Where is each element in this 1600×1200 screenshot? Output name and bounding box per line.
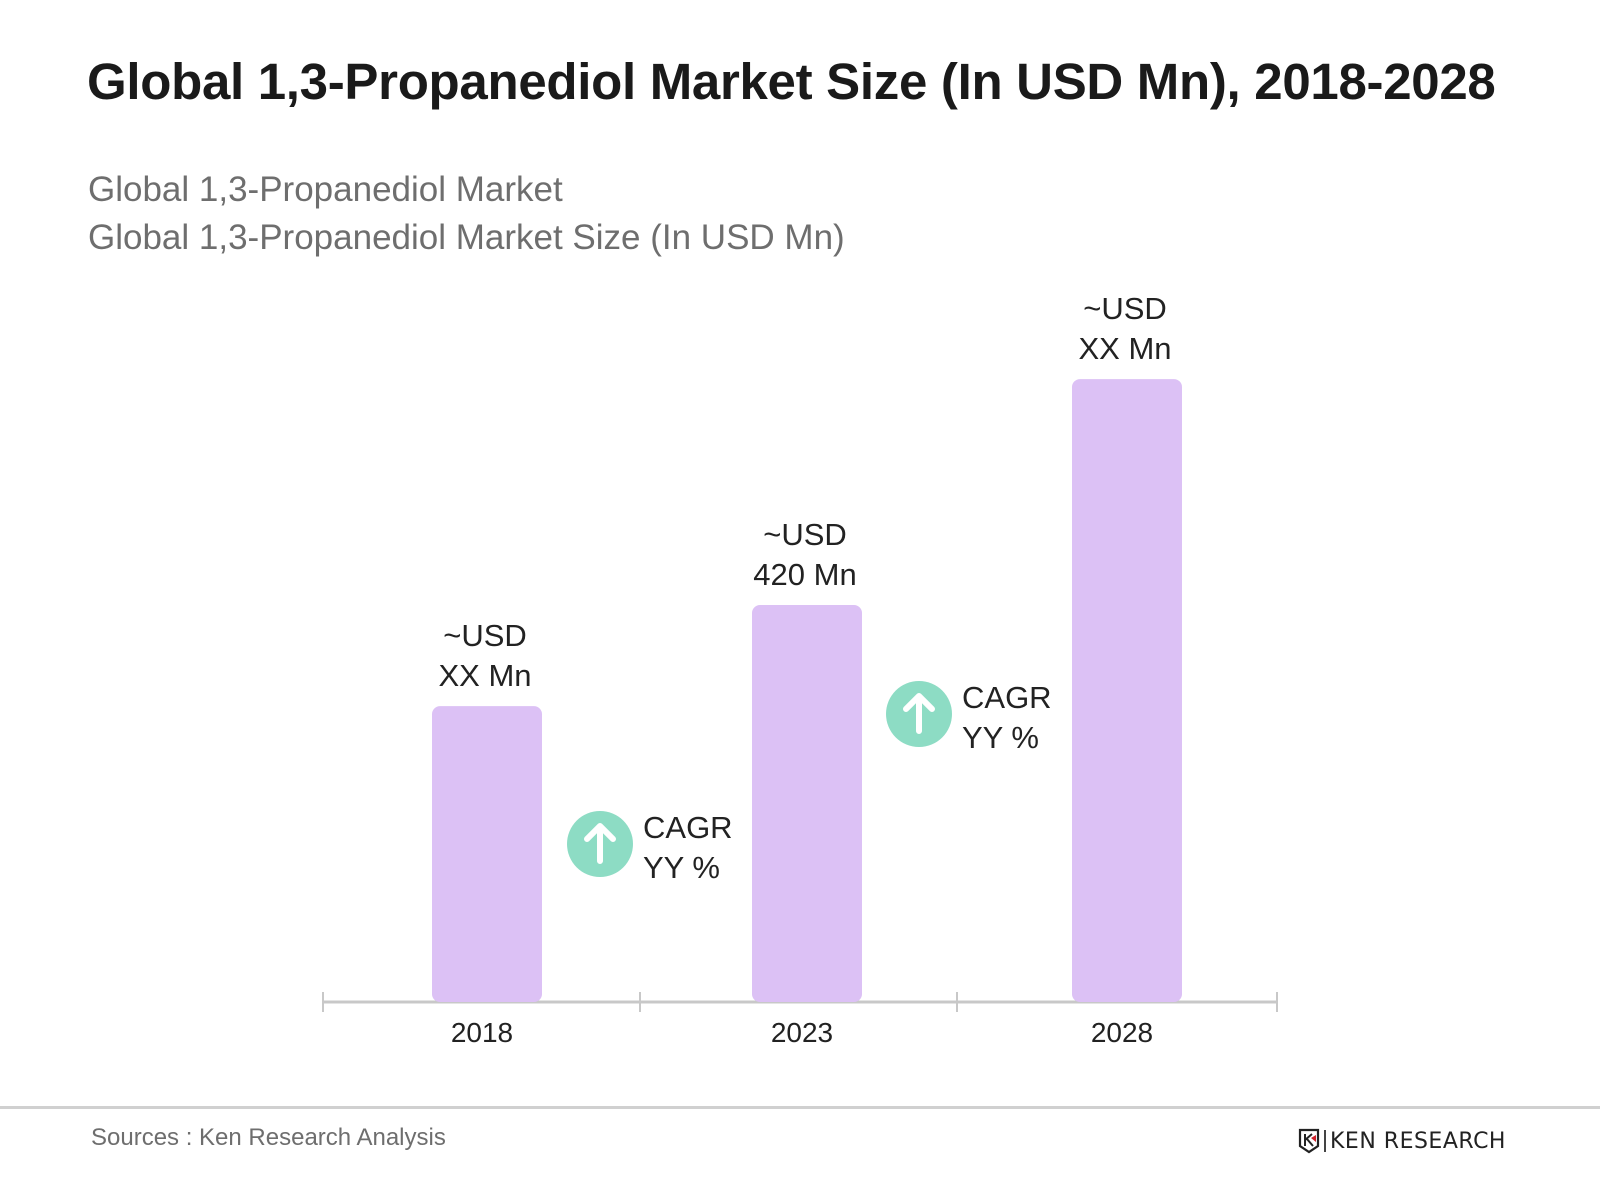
bar-chart: 2018 ~USD XX Mn 2023 ~USD 420 Mn 2028 ~USD XX Mn… bbox=[322, 291, 1278, 1048]
chart-subtitle-1: Global 1,3-Propanediol Market bbox=[88, 170, 563, 209]
arrow-up-icon bbox=[903, 693, 935, 734]
logo-text: KEN RESEARCH bbox=[1330, 1128, 1506, 1154]
logo-separator bbox=[1324, 1130, 1326, 1152]
bar-2028 bbox=[1072, 379, 1182, 1002]
ken-research-logo-icon bbox=[1298, 1128, 1320, 1154]
bar-2023 bbox=[752, 605, 862, 1002]
data-label-2018-line1: ~USD bbox=[443, 618, 527, 653]
footer-divider bbox=[0, 1106, 1600, 1109]
x-tick-label-2028: 2028 bbox=[1091, 1017, 1153, 1048]
data-label-2028-line2: XX Mn bbox=[1078, 331, 1171, 366]
chart-subtitle-2: Global 1,3-Propanediol Market Size (In U… bbox=[88, 218, 845, 257]
arrow-up-icon bbox=[584, 823, 616, 864]
data-label-2028-line1: ~USD bbox=[1083, 291, 1167, 326]
cagr-value: YY % bbox=[643, 850, 720, 885]
data-label-2023-line2: 420 Mn bbox=[753, 557, 856, 592]
data-label-2023-line1: ~USD bbox=[763, 517, 847, 552]
data-label-2018-line2: XX Mn bbox=[438, 658, 531, 693]
cagr-label: CAGR bbox=[962, 680, 1052, 715]
x-tick-label-2023: 2023 bbox=[771, 1017, 833, 1048]
x-tick-label-2018: 2018 bbox=[451, 1017, 513, 1048]
ken-research-logo: KEN RESEARCH bbox=[1298, 1128, 1506, 1154]
source-note: Sources : Ken Research Analysis bbox=[91, 1124, 446, 1151]
cagr-value: YY % bbox=[962, 720, 1039, 755]
cagr-label: CAGR bbox=[643, 810, 733, 845]
bar-2018 bbox=[432, 706, 542, 1002]
chart-title: Global 1,3-Propanediol Market Size (In U… bbox=[87, 53, 1496, 110]
